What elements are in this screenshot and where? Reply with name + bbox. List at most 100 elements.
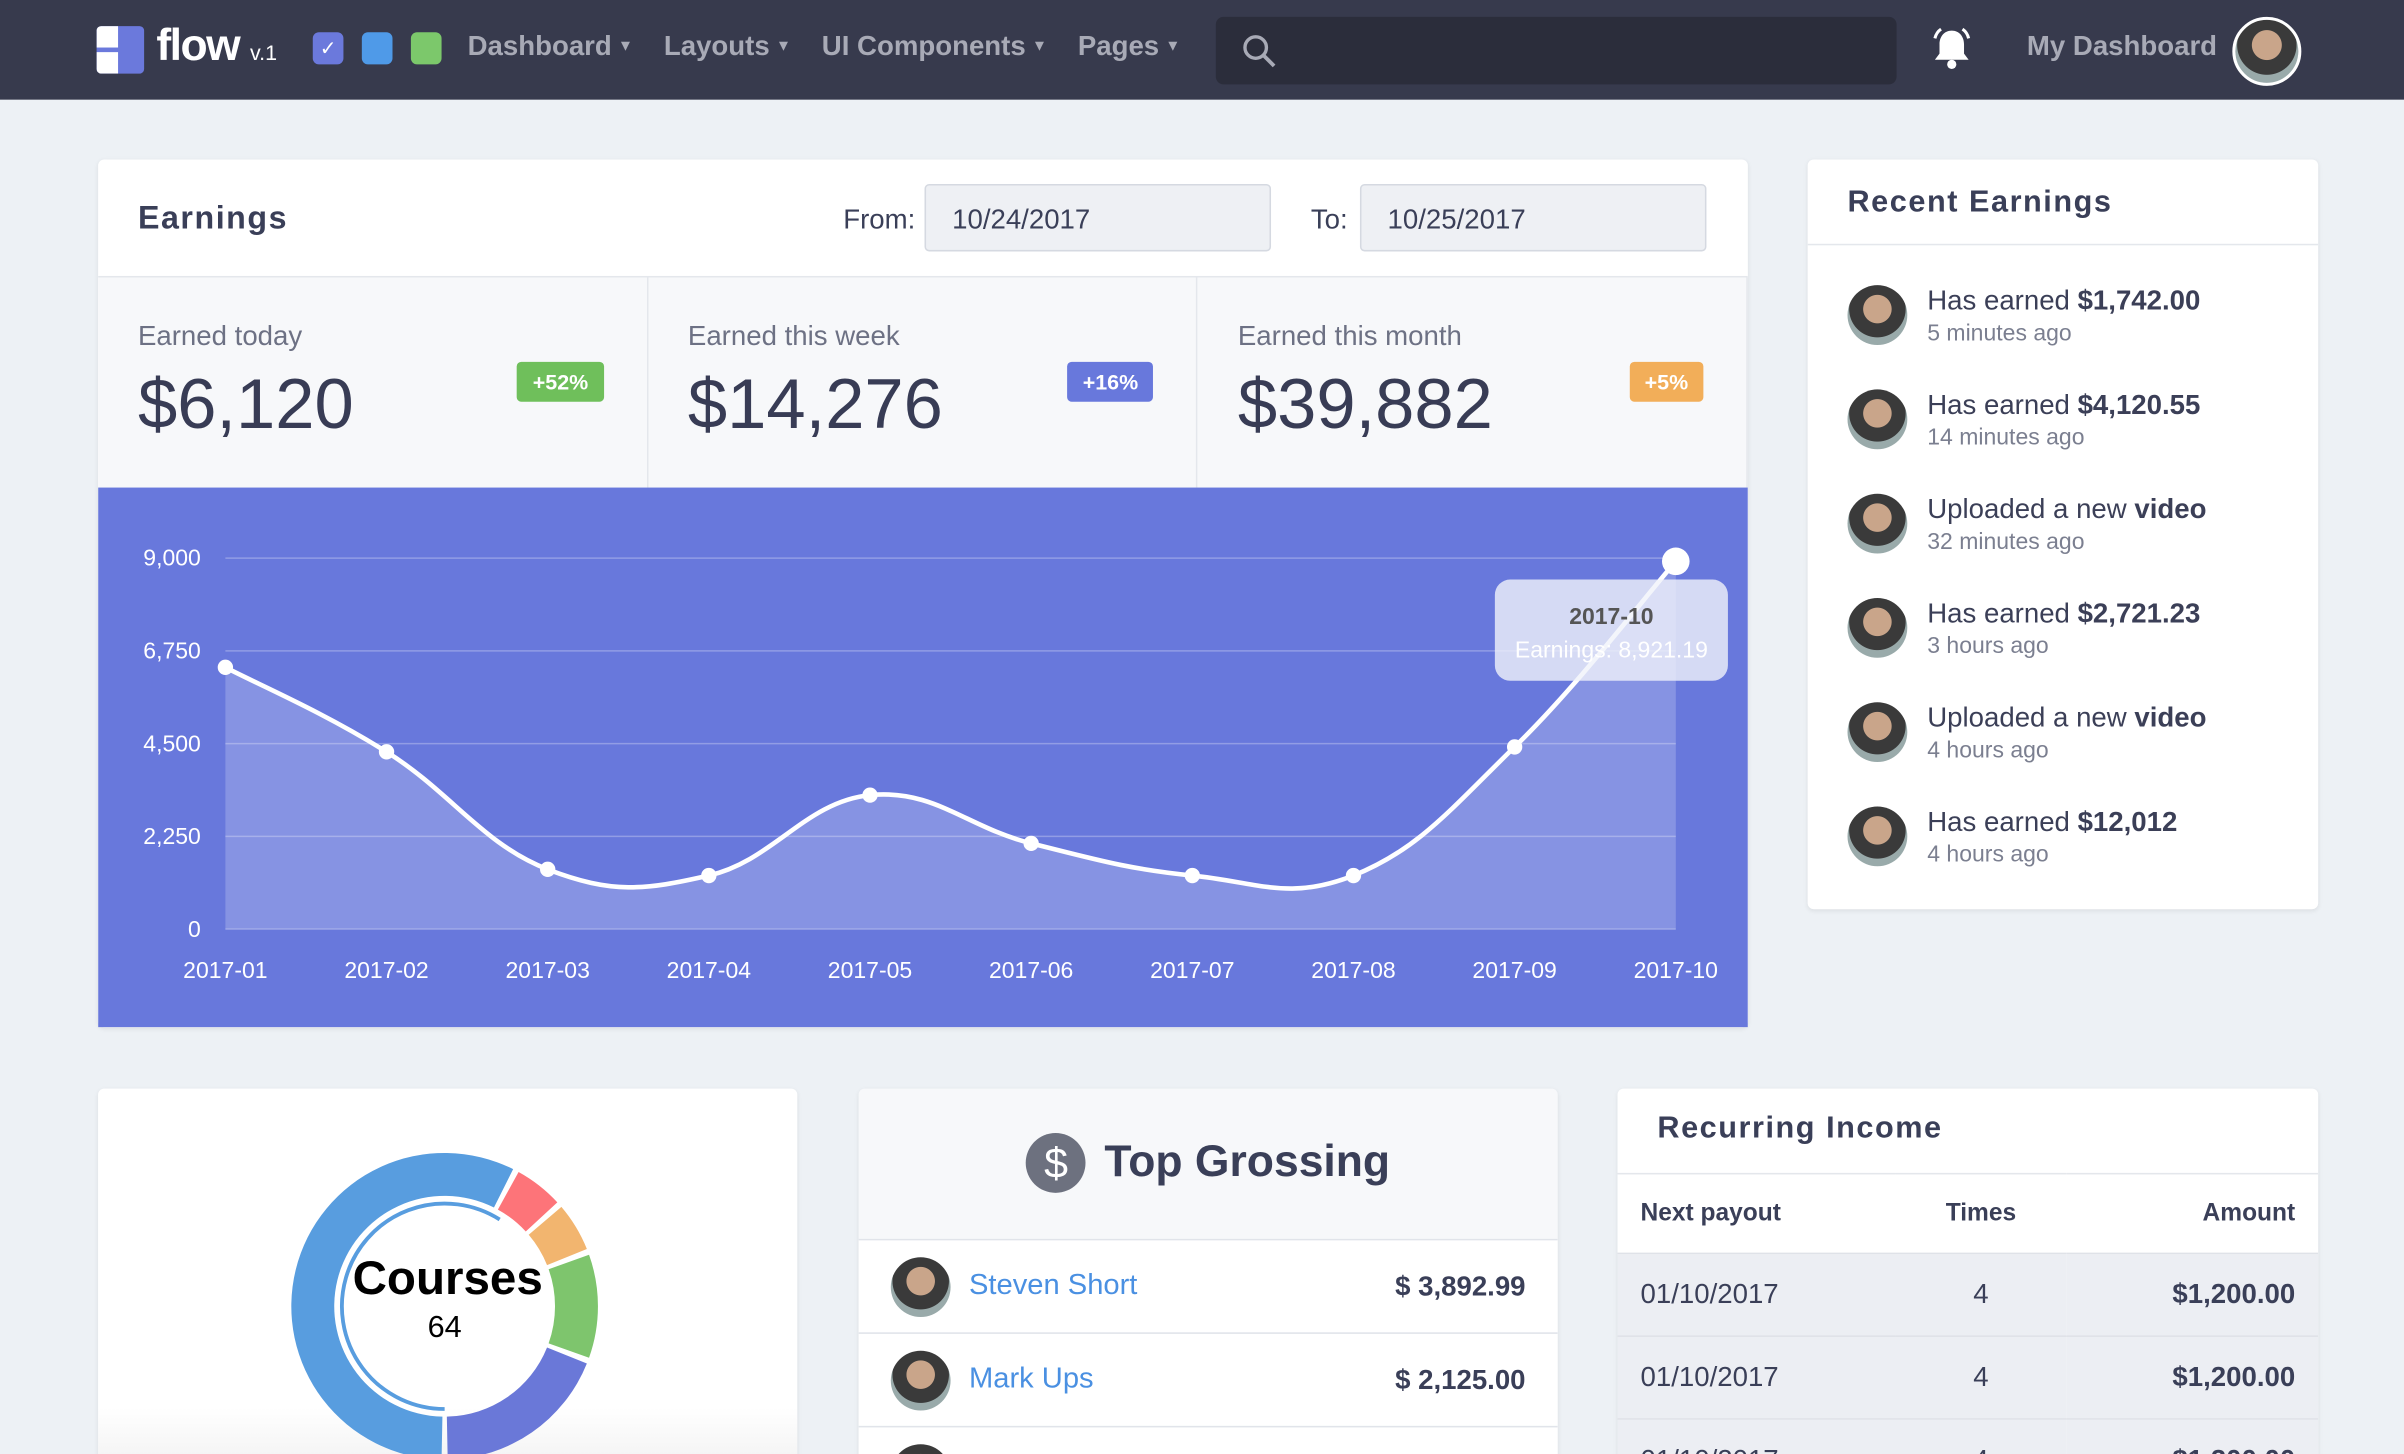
user-avatar <box>1847 597 1908 658</box>
activity-item[interactable]: Uploaded a new video 4 hours ago <box>1847 702 2206 764</box>
user-avatar <box>1847 493 1908 554</box>
user-avatar <box>890 1256 951 1317</box>
from-date-input[interactable]: 10/24/2017 <box>924 183 1272 252</box>
table-cell: 4 <box>1894 1419 2067 1454</box>
grossing-row: Steven Short $ 3,892.99 <box>858 1238 1558 1333</box>
stat-1: Earned this week $14,276 +16% <box>648 277 1199 488</box>
donut-inner-ring <box>340 1201 501 1411</box>
top-grossing-card: $ Top Grossing Steven Short $ 3,892.99 Mar… <box>858 1088 1558 1454</box>
y-tick-label: 9,000 <box>143 545 201 571</box>
table-cell: $1,200.00 <box>2172 1361 2296 1393</box>
brand-name: flow <box>156 21 240 71</box>
data-point[interactable] <box>1506 739 1523 755</box>
table-cell: 01/10/2017 <box>1640 1361 1779 1393</box>
activity-text: Uploaded a new video <box>1927 493 2207 525</box>
donut-segment[interactable] <box>528 1206 587 1266</box>
stat-label: Earned this week <box>687 320 900 352</box>
tooltip-title: 2017-10 <box>1569 603 1653 629</box>
recurring-income-title: Recurring Income <box>1657 1111 1943 1146</box>
table-cell: $1,200.00 <box>2067 1419 2318 1454</box>
activity-item[interactable]: Has earned $2,721.23 3 hours ago <box>1847 597 2201 659</box>
top-navbar: flow v.1 ✓ Dashboard ▼ Layouts ▼ UI Compon… <box>0 0 2404 100</box>
grossing-amount: $ 3,892.99 <box>1395 1270 1526 1301</box>
y-tick-label: 0 <box>188 916 201 942</box>
activity-time: 5 minutes ago <box>1927 320 2072 347</box>
data-point[interactable] <box>862 787 878 803</box>
user-avatar[interactable] <box>2232 16 2302 86</box>
recent-earnings-card: Recent Earnings Has earned $1,742.00 5 mi… <box>1807 159 2319 910</box>
menu-dashboard[interactable]: Dashboard ▼ <box>467 30 634 62</box>
activity-time: 4 hours ago <box>1927 841 2049 868</box>
my-dashboard-link[interactable]: My Dashboard <box>2026 30 2218 62</box>
activity-time: 14 minutes ago <box>1927 424 2085 451</box>
data-point[interactable] <box>1184 867 1200 884</box>
grossing-row: Mark Ups $ 2,125.00 <box>858 1332 1558 1426</box>
donut-segment[interactable] <box>548 1254 598 1358</box>
table-cell: 4 <box>1973 1278 1989 1310</box>
to-date-input[interactable]: 10/25/2017 <box>1359 183 1707 252</box>
user-avatar <box>1847 806 1908 867</box>
dollar-icon: $ <box>1026 1133 1086 1193</box>
y-tick-label: 2,250 <box>143 823 201 849</box>
donut-segment[interactable] <box>446 1347 587 1454</box>
stat-change-badge: +16% <box>1067 361 1154 402</box>
theme-swatch-blue[interactable] <box>361 32 393 65</box>
activity-item[interactable]: Has earned $1,742.00 5 minutes ago <box>1847 285 2201 347</box>
earnings-line <box>224 559 1678 891</box>
activity-text: Has earned $1,742.00 <box>1927 285 2201 316</box>
user-avatar <box>1847 389 1908 450</box>
data-point[interactable] <box>701 867 717 884</box>
flow-logo-icon <box>96 26 145 74</box>
stat-change-badge: +52% <box>517 361 604 402</box>
activity-text: Has earned $12,012 <box>1927 806 2178 838</box>
data-point[interactable] <box>1023 835 1039 852</box>
theme-swatch-green[interactable] <box>410 32 442 65</box>
data-point[interactable] <box>217 659 234 675</box>
table-cell: 01/10/2017 <box>1618 1419 1895 1454</box>
activity-time: 32 minutes ago <box>1927 528 2085 556</box>
search-input[interactable] <box>1215 16 1897 85</box>
to-label: To: <box>1310 203 1348 235</box>
y-tick-label: 6,750 <box>143 638 201 664</box>
brand[interactable]: flow v.1 <box>156 21 277 72</box>
area-fill <box>225 561 1676 930</box>
menu-layouts[interactable]: Layouts ▼ <box>663 30 792 62</box>
grossing-name-link[interactable]: Steven Short <box>968 1269 1138 1302</box>
theme-swatch-purple[interactable]: ✓ <box>312 32 344 65</box>
recent-earnings-title: Recent Earnings <box>1847 185 2113 220</box>
courses-card: Courses 64 <box>98 1088 798 1454</box>
courses-donut-chart <box>291 1152 598 1454</box>
menu-ui-components[interactable]: UI Components ▼ <box>821 30 1048 62</box>
donut-segment[interactable] <box>497 1171 558 1232</box>
bell-icon[interactable] <box>1930 26 1973 72</box>
data-point[interactable] <box>1661 547 1690 576</box>
activity-text: Has earned $2,721.23 <box>1927 597 2201 629</box>
data-point[interactable] <box>1345 867 1362 884</box>
grossing-name-link[interactable]: Mark Ups <box>968 1363 1094 1396</box>
recurring-table: Next payout Times Amount 01/10/2017 4 $1,200.… <box>1617 1173 2319 1454</box>
menu-pages[interactable]: Pages ▼ <box>1077 30 1181 62</box>
earnings-title: Earnings <box>137 200 289 237</box>
from-label: From: <box>843 203 916 235</box>
stat-label: Earned this month <box>1237 320 1462 352</box>
data-point[interactable] <box>378 744 395 760</box>
stat-change-badge: +5% <box>1629 361 1704 402</box>
column-header: Amount <box>2202 1199 2296 1226</box>
stat-value: $14,276 <box>687 363 943 444</box>
donut-segment[interactable] <box>291 1152 514 1454</box>
data-point[interactable] <box>540 861 556 878</box>
user-avatar <box>890 1349 951 1410</box>
stat-2: Earned this month $39,882 +5% <box>1198 277 1748 488</box>
tooltip-text: Earnings: 8,921.19 <box>1515 637 1708 663</box>
activity-item[interactable]: Has earned $4,120.55 14 minutes ago <box>1847 389 2201 451</box>
activity-item[interactable]: Uploaded a new video 32 minutes ago <box>1847 493 2207 556</box>
courses-label: Courses <box>352 1251 543 1305</box>
activity-time: 4 hours ago <box>1927 737 2049 764</box>
top-grossing-title: Top Grossing <box>1104 1137 1391 1187</box>
x-tick-label: 2017-03 <box>506 957 590 983</box>
x-tick-label: 2017-05 <box>828 957 912 983</box>
activity-item[interactable]: Has earned $12,012 4 hours ago <box>1847 806 2178 868</box>
activity-text: Has earned $4,120.55 <box>1927 389 2201 421</box>
